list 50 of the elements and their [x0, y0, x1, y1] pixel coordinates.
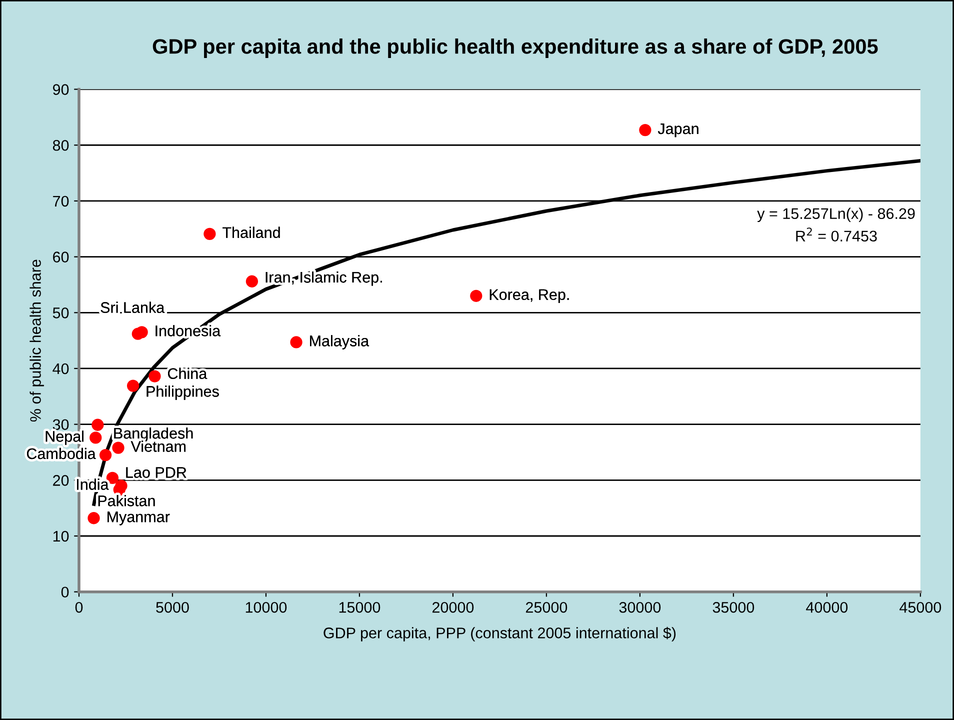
x-tick-label: 25000	[526, 602, 568, 613]
point	[290, 336, 302, 348]
x-tick-label: 45000	[900, 602, 942, 613]
point	[126, 380, 140, 392]
annotation: Japan	[658, 123, 698, 138]
x-tick-label: 40000	[806, 602, 848, 613]
annotation: Korea, Rep.	[490, 289, 569, 304]
point	[148, 370, 161, 382]
y-tick-label: 80	[52, 140, 69, 151]
annotation: Pakistan	[98, 495, 155, 506]
annotation: China	[168, 368, 208, 380]
x-tick-label: 30000	[619, 602, 661, 613]
point	[92, 418, 104, 431]
y-tick-label: 30	[52, 419, 69, 430]
y-tick-label: 0	[61, 586, 69, 598]
y-tick-label: 90	[52, 84, 69, 95]
annotation: Malaysia	[310, 335, 370, 350]
annotation: Cambodia	[26, 448, 96, 460]
annotation: R$^{2}$ = 0.7453	[796, 228, 877, 242]
x-tick-label: 0	[75, 602, 83, 613]
point	[246, 275, 258, 288]
x-tick-label: 35000	[712, 602, 754, 613]
point	[99, 448, 112, 462]
x-tick-label: 5000	[156, 602, 189, 613]
y-tick-label: 10	[53, 530, 69, 542]
y-tick-label: 40	[52, 363, 69, 374]
y-tick-label: 60	[53, 252, 69, 262]
annotation: Thailand	[222, 226, 280, 238]
annotation: Philippines	[146, 386, 219, 400]
x-axis-title: GDP per capita, PPP (constant 2005 international $)	[324, 626, 676, 642]
x-tick-label: 10000	[246, 602, 287, 613]
y-tick-label: 50	[52, 308, 69, 318]
point	[639, 124, 652, 136]
y-axis-title: % of public health share	[30, 260, 44, 422]
annotation: Myanmar	[108, 512, 170, 526]
y-tick-label: 70	[53, 196, 69, 207]
x-tick-label: 20000	[432, 602, 474, 613]
point	[112, 442, 124, 454]
point	[90, 432, 102, 444]
annotation: Vietnam	[130, 440, 186, 452]
y-tick-label: 20	[53, 475, 69, 486]
annotation: Bangladesh	[114, 427, 193, 442]
chart-title: GDP per capita and the public health expenditure as a share of GDP, 2005	[152, 38, 878, 58]
point	[88, 512, 100, 524]
annotation: Lao PDR	[126, 467, 186, 478]
point	[204, 228, 216, 240]
annotation: y = 15.257Ln(x) - 86.29	[757, 208, 915, 222]
x-tick-label: 15000	[339, 602, 380, 613]
annotation: Nepal	[46, 430, 84, 445]
point	[470, 290, 482, 302]
